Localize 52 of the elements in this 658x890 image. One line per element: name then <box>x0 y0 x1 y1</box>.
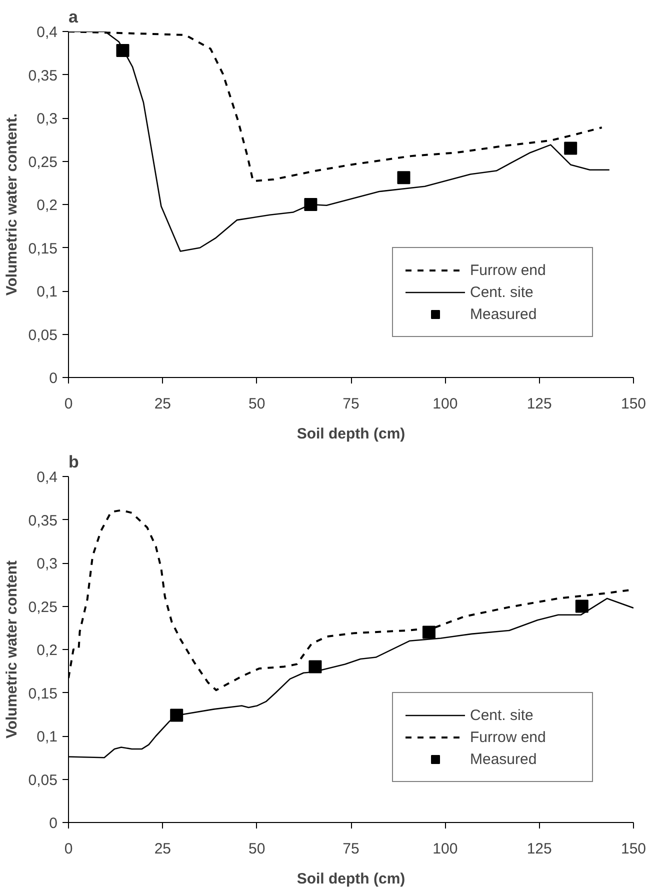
point <box>116 44 130 58</box>
legend-label: Cent. site <box>470 284 534 300</box>
legend-label: Cent. site <box>470 706 534 724</box>
chart-title: b <box>68 452 79 472</box>
legend-label: Furrow end <box>470 262 547 278</box>
y-tick-label: 0,15 <box>28 685 58 702</box>
x-tick-label: 125 <box>526 396 552 412</box>
point <box>397 171 410 184</box>
x-tick-label: 100 <box>432 840 458 858</box>
y-tick-label: 0,2 <box>36 197 58 214</box>
y-tick-label: 0,1 <box>36 284 58 300</box>
y-tick-label: 0,3 <box>36 110 58 128</box>
y-tick-label: 0,25 <box>28 154 58 171</box>
point <box>575 600 588 613</box>
y-tick-label: 0,4 <box>36 24 58 41</box>
chart-title: a <box>68 8 78 26</box>
y-tick-label: 0,3 <box>36 556 58 572</box>
x-axis-title: Soil depth (cm) <box>296 426 406 442</box>
x-tick-label: 150 <box>620 840 646 858</box>
y-tick-label: 0,35 <box>28 512 58 530</box>
x-tick-label: 75 <box>342 396 360 412</box>
x-tick-label: 150 <box>620 396 646 412</box>
y-tick-label: 0,35 <box>28 67 58 84</box>
y-tick-label: 0,4 <box>36 469 58 486</box>
x-tick-label: 100 <box>432 396 458 412</box>
y-tick-label: 0,1 <box>36 728 58 746</box>
y-axis-title: Volumetric water content. <box>3 113 20 296</box>
x-tick-label: 0 <box>64 396 73 412</box>
point <box>422 626 436 639</box>
y-tick-label: 0,05 <box>28 772 58 789</box>
legend-label: Furrow end <box>470 728 547 746</box>
y-tick-label: 0 <box>49 370 58 387</box>
x-tick-label: 0 <box>64 840 73 858</box>
point <box>170 708 184 722</box>
legend-label: Measured <box>470 750 538 768</box>
legend-label: Measured <box>470 306 538 322</box>
x-tick-label: 50 <box>248 840 266 858</box>
x-tick-label: 75 <box>342 840 360 858</box>
x-tick-label: 125 <box>526 840 552 858</box>
y-tick-label: 0,25 <box>28 598 58 616</box>
x-tick-label: 50 <box>248 396 266 412</box>
x-axis-title: Soil depth (cm) <box>296 870 406 888</box>
point <box>308 660 322 674</box>
point <box>304 198 318 211</box>
y-tick-label: 0 <box>49 815 58 832</box>
x-tick-label: 25 <box>154 396 172 412</box>
y-axis-title: Volumetric water content <box>3 560 20 739</box>
x-tick-label: 25 <box>154 840 172 858</box>
point <box>564 142 578 155</box>
y-tick-label: 0,2 <box>36 642 58 659</box>
y-tick-label: 0,15 <box>28 240 58 258</box>
y-tick-label: 0,05 <box>28 326 58 344</box>
